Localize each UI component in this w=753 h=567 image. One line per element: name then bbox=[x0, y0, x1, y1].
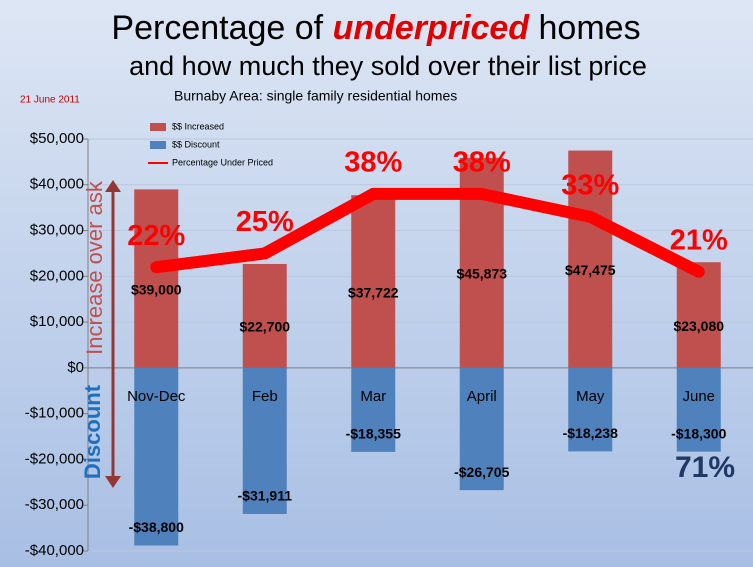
bar bbox=[351, 367, 396, 452]
data-label: -$18,238 bbox=[563, 425, 618, 441]
bar bbox=[568, 367, 613, 452]
bar bbox=[676, 367, 721, 452]
bar bbox=[459, 367, 504, 491]
annotation: 71% bbox=[675, 451, 735, 484]
data-label: -$31,911 bbox=[238, 488, 293, 504]
y-tick-label: $40,000 bbox=[30, 176, 84, 193]
data-label: $39,000 bbox=[131, 281, 182, 297]
caption: Burnaby Area: single family residential … bbox=[174, 88, 457, 104]
y-annotation: Increase over ask bbox=[82, 180, 107, 355]
arrow-head bbox=[105, 180, 121, 192]
x-tick-label: Mar bbox=[360, 388, 386, 405]
data-label: 38% bbox=[453, 147, 511, 179]
y-tick-label: -$20,000 bbox=[25, 450, 84, 467]
title-emphasis: underpriced bbox=[333, 9, 531, 47]
data-label: $47,475 bbox=[565, 262, 616, 278]
data-label: $45,873 bbox=[456, 266, 507, 282]
x-tick-label: Feb bbox=[252, 388, 278, 405]
bar bbox=[134, 189, 179, 368]
data-label: 22% bbox=[127, 220, 185, 252]
subtitle: and how much they sold over their list p… bbox=[129, 51, 647, 81]
y-tick-label: -$10,000 bbox=[25, 405, 84, 422]
date: 21 June 2011 bbox=[20, 95, 80, 106]
data-label: -$18,355 bbox=[346, 426, 401, 442]
data-label: $23,080 bbox=[673, 318, 724, 334]
x-tick-label: April bbox=[467, 388, 497, 405]
data-label: 38% bbox=[344, 147, 402, 179]
x-tick-label: Nov-Dec bbox=[127, 388, 186, 405]
bar bbox=[242, 367, 287, 514]
data-label: -$38,800 bbox=[129, 519, 184, 535]
plot: -$40,000 -$30,000 -$20,000 -$10,000 $0 $10,00… bbox=[25, 121, 753, 559]
line bbox=[150, 187, 705, 278]
y-tick-label: -$40,000 bbox=[25, 542, 84, 559]
y-tick-label: $0 bbox=[67, 359, 84, 376]
legend-label: $$ Increased bbox=[172, 121, 224, 131]
y-tick-label: $20,000 bbox=[30, 267, 84, 284]
legend-label: Percentage Under Priced bbox=[172, 157, 273, 167]
data-label: 25% bbox=[236, 206, 294, 238]
bar bbox=[351, 195, 396, 368]
y-tick-label: $30,000 bbox=[30, 222, 84, 239]
x-tick-label: May bbox=[576, 388, 605, 405]
y-annotation: Discount bbox=[80, 384, 105, 479]
data-label: 33% bbox=[561, 169, 619, 201]
y-tick-label: $50,000 bbox=[30, 130, 84, 147]
data-label: -$18,300 bbox=[671, 425, 726, 441]
bar bbox=[568, 150, 613, 368]
bar bbox=[134, 367, 179, 546]
data-label: 21% bbox=[670, 224, 728, 256]
legend-label: $$ Discount bbox=[172, 139, 220, 149]
y-tick-label: $10,000 bbox=[30, 313, 84, 330]
bar bbox=[242, 263, 287, 368]
bar bbox=[676, 262, 721, 368]
legend-swatch bbox=[150, 123, 166, 131]
legend-swatch bbox=[150, 141, 166, 149]
chart-title: Percentage of underpriced homes bbox=[111, 9, 640, 47]
x-tick-label: June bbox=[682, 388, 715, 405]
data-label: $22,700 bbox=[239, 319, 290, 335]
data-label: $37,722 bbox=[348, 284, 399, 300]
title-part: Percentage of bbox=[111, 9, 323, 47]
title-part: homes bbox=[539, 9, 641, 47]
y-tick-label: -$30,000 bbox=[25, 496, 84, 513]
data-label: -$26,705 bbox=[454, 464, 509, 480]
arrow-head bbox=[105, 476, 121, 488]
